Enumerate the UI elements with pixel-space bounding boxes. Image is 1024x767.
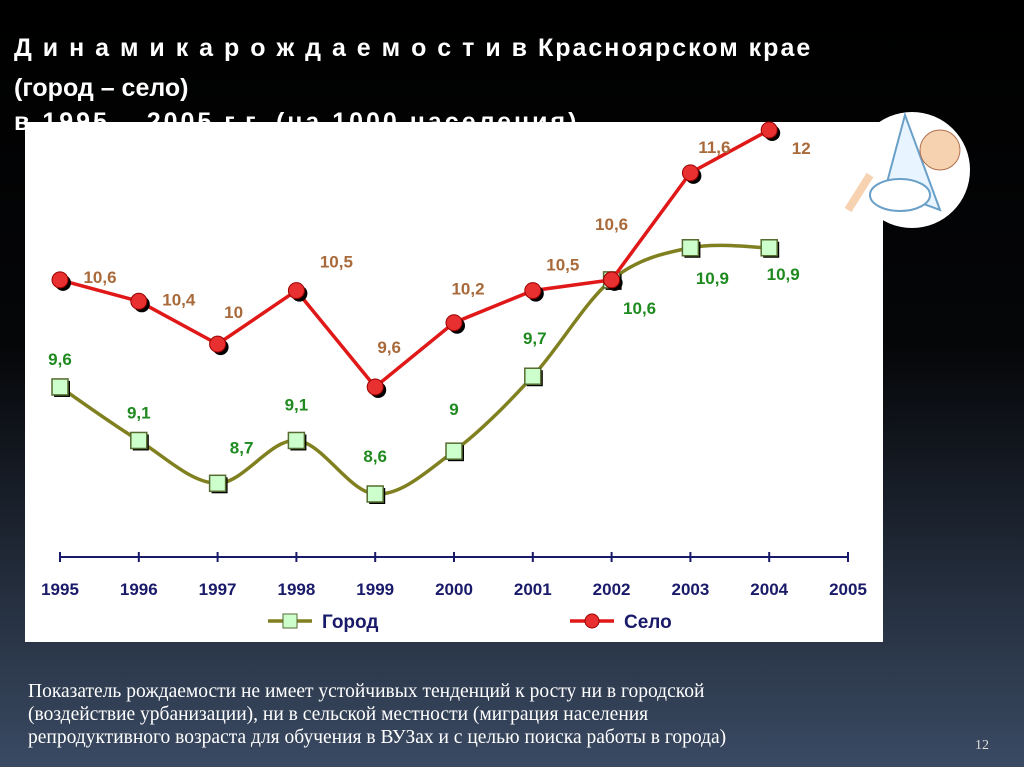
legend-marker [282, 613, 298, 629]
marker [287, 431, 306, 450]
marker [681, 164, 699, 182]
value-label: 9,6 [377, 338, 401, 357]
value-label: 10,5 [546, 256, 579, 275]
marker [681, 239, 700, 257]
marker [603, 271, 621, 289]
value-label: 9 [449, 400, 458, 419]
x-tick-label: 1998 [277, 580, 315, 599]
note: Показатель рождаемости не имеет устойчив… [28, 680, 726, 749]
slide-title: Д и н а м и к а р о ж д а е м о с т и в … [14, 34, 813, 62]
marker [524, 367, 542, 385]
value-label: 10,9 [696, 269, 729, 288]
marker [209, 335, 227, 353]
value-label: 9,1 [285, 395, 309, 414]
value-label: 10,5 [320, 253, 353, 272]
value-label: 12 [792, 139, 811, 158]
value-label: 10,6 [595, 215, 628, 234]
marker [287, 282, 305, 300]
note-line: (воздействие урбанизации), ни в сельской… [28, 704, 649, 725]
note-line: Показатель рождаемости не имеет устойчив… [28, 681, 705, 702]
value-label: 10,9 [767, 265, 800, 284]
x-tick-label: 2000 [435, 580, 473, 599]
value-label: 9,7 [523, 329, 547, 348]
value-label: 10,2 [451, 280, 484, 299]
series-line [59, 128, 771, 390]
marker [51, 378, 69, 396]
value-label: 9,6 [48, 350, 72, 369]
page-number: 12 [975, 738, 989, 753]
x-tick-label: 2002 [593, 580, 631, 599]
marker [524, 282, 542, 300]
slide-title: (город – село) [14, 74, 189, 102]
x-tick-label: 2005 [829, 580, 867, 599]
value-label: 10,4 [162, 290, 196, 309]
value-label: 8,6 [363, 447, 387, 466]
value-label: 9,1 [127, 403, 151, 422]
x-tick-label: 2004 [750, 580, 788, 599]
marker [130, 292, 148, 310]
legend-marker [584, 613, 600, 629]
marker [760, 121, 778, 139]
marker [366, 378, 384, 396]
legend-label: Село [624, 612, 672, 633]
x-tick-label: 2001 [514, 580, 552, 599]
series-line [59, 243, 770, 496]
value-label: 10,6 [83, 268, 116, 287]
note-line: репродуктивного возраста для обучения в … [28, 727, 727, 748]
legend-label: Город [322, 612, 378, 633]
x-tick-label: 1997 [199, 580, 237, 599]
value-label: 10,6 [623, 299, 656, 318]
marker [445, 314, 463, 332]
plot-area [25, 122, 883, 642]
marker [130, 431, 148, 450]
marker [366, 485, 384, 503]
value-label: 8,7 [230, 438, 254, 457]
x-tick-label: 2003 [671, 580, 709, 599]
x-tick-label: 1996 [120, 580, 158, 599]
value-label: 10 [224, 303, 243, 322]
marker [445, 442, 463, 460]
marker [760, 239, 778, 257]
marker [208, 474, 227, 493]
x-tick-label: 1999 [356, 580, 394, 599]
value-label: 11,6 [698, 138, 730, 157]
marker [51, 271, 69, 289]
baby-illustration [844, 111, 970, 228]
x-tick-label: 1995 [41, 580, 79, 599]
